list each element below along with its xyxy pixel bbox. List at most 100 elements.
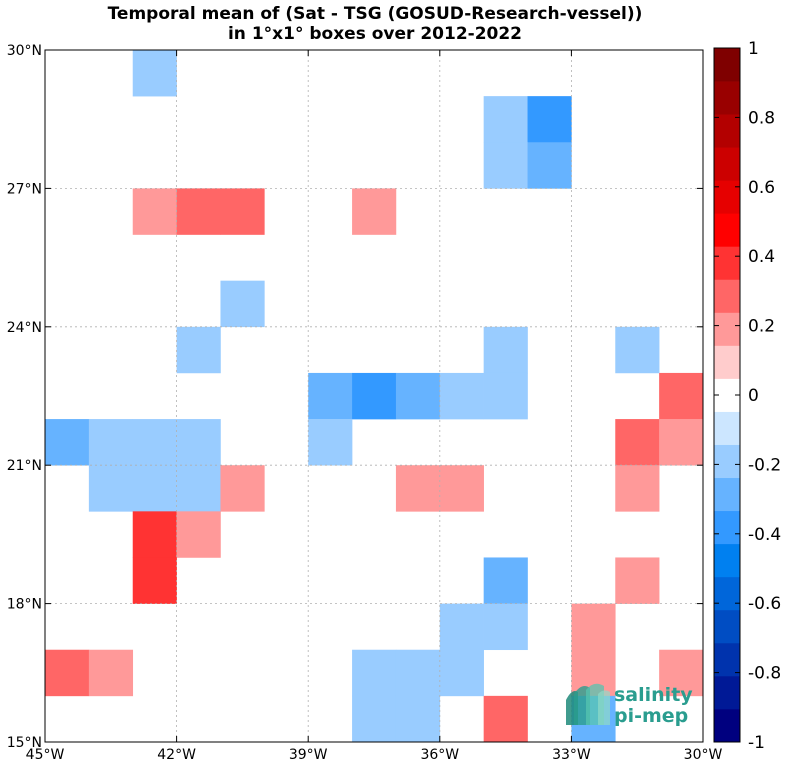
colorbar-segment <box>714 543 740 578</box>
heatmap-cell <box>176 511 221 558</box>
colorbar-segment <box>714 708 740 743</box>
heatmap-cell <box>659 372 704 420</box>
colorbar-tick-label: 0 <box>748 386 759 406</box>
x-tick-label: 30°W <box>684 747 723 763</box>
x-axis: 45°W 42°W 39°W 36°W 33°W 30°W <box>26 50 723 763</box>
colorbar-tick-label: 1 <box>748 39 759 59</box>
colorbar-tick-label: -0.2 <box>748 455 781 475</box>
heatmap-cell <box>132 511 177 558</box>
chart-title-line-1: Temporal mean of (Sat - TSG (GOSUD-Resea… <box>108 4 643 24</box>
heatmap-cell <box>483 557 528 604</box>
heatmap-cell <box>176 465 221 512</box>
colorbar-segment <box>714 444 740 479</box>
colorbar-segment <box>714 642 740 677</box>
colorbar-segment <box>714 213 740 247</box>
heatmap-cell <box>615 557 660 604</box>
heatmap-cell <box>615 465 660 512</box>
heatmap-cell <box>176 188 221 235</box>
colorbar-segment <box>714 675 740 710</box>
colorbar-tick-label: 0.8 <box>748 108 775 128</box>
colorbar-tick-label: 0.4 <box>748 247 775 267</box>
colorbar-segment <box>714 246 740 280</box>
colorbar-tick-label: -0.6 <box>748 594 781 614</box>
heatmap-cell <box>88 419 134 466</box>
colorbar-segment <box>714 411 740 445</box>
heatmap-cell <box>45 649 90 697</box>
colorbar-segment <box>714 180 740 214</box>
heatmap-cell <box>483 142 528 189</box>
heatmap-cell <box>176 326 221 374</box>
x-tick-label: 39°W <box>289 747 328 763</box>
heatmap-cell <box>220 280 265 328</box>
y-tick-label: 30°N <box>7 43 42 59</box>
colorbar-tick-label: 0.6 <box>748 178 775 198</box>
x-tick-label: 42°W <box>157 747 196 763</box>
y-tick-label: 24°N <box>7 320 42 336</box>
heatmap-cell <box>352 372 397 420</box>
heatmap-cell <box>659 419 704 466</box>
heatmap-cell <box>527 142 572 189</box>
colorbar-segment <box>714 576 740 611</box>
chart-title: Temporal mean of (Sat - TSG (GOSUD-Resea… <box>108 4 643 44</box>
logo-text-salinity: salinity <box>614 684 693 706</box>
colorbar-tick-label: -0.4 <box>748 525 781 545</box>
heatmap-cell <box>439 649 484 697</box>
colorbar-segment <box>714 477 740 512</box>
heatmap-cell <box>132 188 177 235</box>
colorbar-tick-label: 0.2 <box>748 317 775 337</box>
heatmap-cell <box>220 188 265 235</box>
heatmap-cells <box>45 50 704 743</box>
y-tick-label: 21°N <box>7 458 42 474</box>
wave-logo-icon <box>566 683 610 725</box>
heatmap-cell <box>395 372 441 420</box>
y-tick-label: 27°N <box>7 181 42 197</box>
heatmap-cell <box>132 50 177 97</box>
heatmap-cell <box>483 695 528 743</box>
heatmap-cell <box>395 465 441 512</box>
heatmap-cell <box>132 419 177 466</box>
heatmap-cell <box>439 372 484 420</box>
y-axis: 15°N 18°N 21°N 24°N 27°N 30°N <box>7 43 703 751</box>
grid-lines <box>45 50 703 742</box>
heatmap-cell <box>308 419 353 466</box>
x-tick-label: 33°W <box>552 747 591 763</box>
colorbar-tick-label: -0.8 <box>748 664 781 684</box>
logo-text-pi-mep: pi-mep <box>614 705 688 727</box>
heatmap-cell <box>483 372 528 420</box>
colorbar-tick-label: -1 <box>748 733 765 753</box>
heatmap-cell <box>220 465 265 512</box>
heatmap-cell <box>483 326 528 374</box>
salinity-pi-mep-logo: salinity pi-mep <box>566 683 693 727</box>
heatmap-cell <box>615 326 660 374</box>
colorbar-segment <box>714 114 740 148</box>
heatmap-cell <box>308 372 353 420</box>
y-tick-label: 15°N <box>7 735 42 751</box>
x-tick-label: 45°W <box>26 747 65 763</box>
heatmap-cell <box>439 465 484 512</box>
heatmap-cell <box>483 96 528 143</box>
colorbar-segment <box>714 312 740 346</box>
colorbar-segment <box>714 510 740 545</box>
colorbar-segment <box>714 279 740 313</box>
heatmap-cell <box>132 557 177 604</box>
heatmap-cell <box>352 649 397 697</box>
chart-title-line-2: in 1°x1° boxes over 2012-2022 <box>228 24 522 44</box>
heatmap-cell <box>352 188 397 235</box>
colorbar-segment <box>714 147 740 181</box>
x-tick-label: 36°W <box>420 747 459 763</box>
heatmap-cell <box>88 465 134 512</box>
heatmap-cell <box>483 603 528 651</box>
colorbar-segment <box>714 345 740 379</box>
heatmap-cell <box>176 419 221 466</box>
heatmap-cell <box>352 695 397 743</box>
heatmap-cell <box>45 419 90 466</box>
heatmap-cell <box>395 695 441 743</box>
heatmap-cell <box>527 96 572 143</box>
colorbar-segment <box>714 609 740 644</box>
heatmap-cell <box>659 649 704 697</box>
heatmap-cell <box>571 603 616 651</box>
heatmap-cell <box>615 419 660 466</box>
heatmap-cell <box>395 649 441 697</box>
colorbar-segment <box>714 48 740 82</box>
y-tick-label: 18°N <box>7 597 42 613</box>
